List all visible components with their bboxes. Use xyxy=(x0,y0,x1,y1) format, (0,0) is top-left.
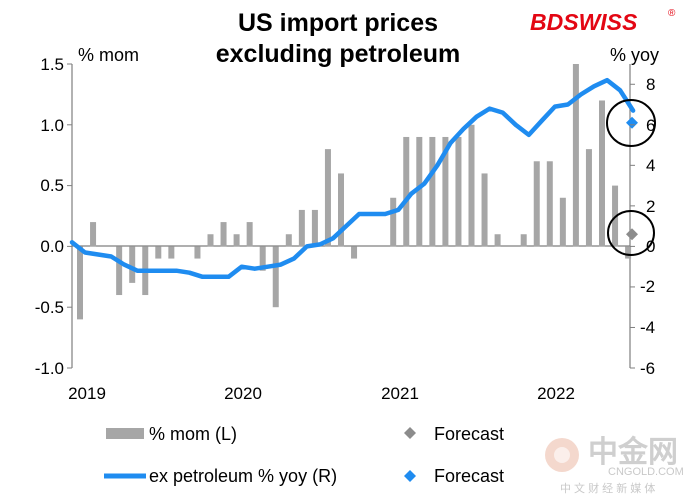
chart-title-line-1: US import prices xyxy=(238,9,438,37)
mom-bar xyxy=(311,209,318,247)
left-axis-label: % mom xyxy=(78,45,139,65)
mom-bars xyxy=(77,64,632,320)
right-tick-labels: 8 6 4 2 0 -2 -4 -6 xyxy=(640,75,655,378)
bdswiss-logo: BDSWISS ® xyxy=(530,8,676,35)
mom-bar xyxy=(481,173,488,247)
yoy-forecast-highlight-circle xyxy=(606,99,656,147)
left-tick-label: 1.5 xyxy=(40,55,64,74)
mom-bar xyxy=(194,246,201,259)
mom-bar xyxy=(468,124,475,247)
left-tick-labels: 1.5 1.0 0.5 0.0 -0.5 -1.0 xyxy=(35,55,64,378)
mom-bar xyxy=(455,136,462,247)
mom-bar xyxy=(546,161,553,247)
mom-bar xyxy=(403,136,410,247)
legend-label-mom-forecast: Forecast xyxy=(434,424,504,444)
mom-bar xyxy=(207,234,214,247)
legend-label-yoy: ex petroleum % yoy (R) xyxy=(149,466,337,486)
mom-bar xyxy=(324,149,331,247)
watermark-name: 中金网 xyxy=(588,435,678,469)
watermark-tagline: 中 文 财 经 新 媒 体 xyxy=(560,481,655,495)
mom-bar xyxy=(220,222,227,247)
right-tick-label: 8 xyxy=(646,75,655,94)
x-tick-label: 2020 xyxy=(224,384,262,403)
mom-bar xyxy=(259,246,266,271)
mom-bar xyxy=(77,246,83,320)
mom-bar xyxy=(155,246,162,259)
x-tick-label: 2021 xyxy=(381,384,419,403)
x-tick-label: 2019 xyxy=(68,384,106,403)
watermark-logo-inner xyxy=(554,447,570,463)
left-tick-label: -0.5 xyxy=(35,298,64,317)
mom-bar xyxy=(90,222,97,247)
right-tick-label: 2 xyxy=(646,197,655,216)
mom-forecast-marker xyxy=(626,228,638,241)
yoy-line-series xyxy=(69,77,636,280)
legend-swatch-mom-forecast xyxy=(404,427,416,439)
legend: % mom (L) Forecast ex petroleum % yoy (R… xyxy=(104,424,504,486)
mom-bar xyxy=(599,100,605,247)
mom-bar xyxy=(585,149,592,247)
right-tick-label: -4 xyxy=(640,318,655,337)
brand-trademark: ® xyxy=(668,8,676,19)
mom-bar xyxy=(416,136,423,247)
mom-bar xyxy=(442,136,449,247)
left-tick-label: 0.0 xyxy=(40,237,64,256)
mom-bar xyxy=(625,246,632,259)
brand-logo-text: BDSWISS xyxy=(530,9,638,35)
mom-bar xyxy=(520,234,527,247)
right-tick-label: 0 xyxy=(646,237,655,256)
right-tick-label: 6 xyxy=(646,116,655,135)
mom-forecast-highlight-circle xyxy=(607,210,655,256)
mom-bar xyxy=(272,246,279,308)
mom-bar xyxy=(233,234,240,247)
legend-label-yoy-forecast: Forecast xyxy=(434,466,504,486)
mom-bar xyxy=(533,161,540,247)
x-tick-label: 2022 xyxy=(537,384,575,403)
mom-bar xyxy=(129,246,136,283)
mom-bar xyxy=(246,222,253,247)
mom-bar xyxy=(298,209,305,247)
left-tick-label: -1.0 xyxy=(35,359,64,378)
watermark-url: CNGOLD.COM xyxy=(608,466,684,478)
left-tick-label: 0.5 xyxy=(40,176,64,195)
forecast-markers xyxy=(626,116,638,241)
mom-bar xyxy=(168,246,175,259)
left-tick-label: 1.0 xyxy=(40,116,64,135)
right-axis-label: % yoy xyxy=(610,45,659,65)
mom-bar xyxy=(429,136,436,247)
mom-bar xyxy=(351,246,358,259)
legend-swatch-mom-bar xyxy=(106,428,144,439)
right-tick-label: -2 xyxy=(640,277,655,296)
mom-bar xyxy=(285,234,292,247)
mom-bar xyxy=(390,197,397,247)
mom-bar xyxy=(494,234,501,247)
mom-bar xyxy=(559,197,566,247)
yoy-forecast-marker xyxy=(626,116,638,129)
legend-swatch-yoy-forecast xyxy=(404,470,416,482)
x-axis-labels: 2019 2020 2021 2022 xyxy=(68,384,575,403)
cngold-watermark: 中金网 CNGOLD.COM 中 文 财 经 新 媒 体 xyxy=(545,435,684,495)
mom-bar xyxy=(572,64,579,247)
mom-bar xyxy=(116,246,123,296)
mom-bar xyxy=(338,173,344,247)
chart-title-line-2: excluding petroleum xyxy=(216,40,460,68)
legend-label-mom: % mom (L) xyxy=(149,424,237,444)
right-tick-label: -6 xyxy=(640,359,655,378)
yoy-line xyxy=(69,77,636,280)
right-tick-label: 4 xyxy=(646,156,655,175)
